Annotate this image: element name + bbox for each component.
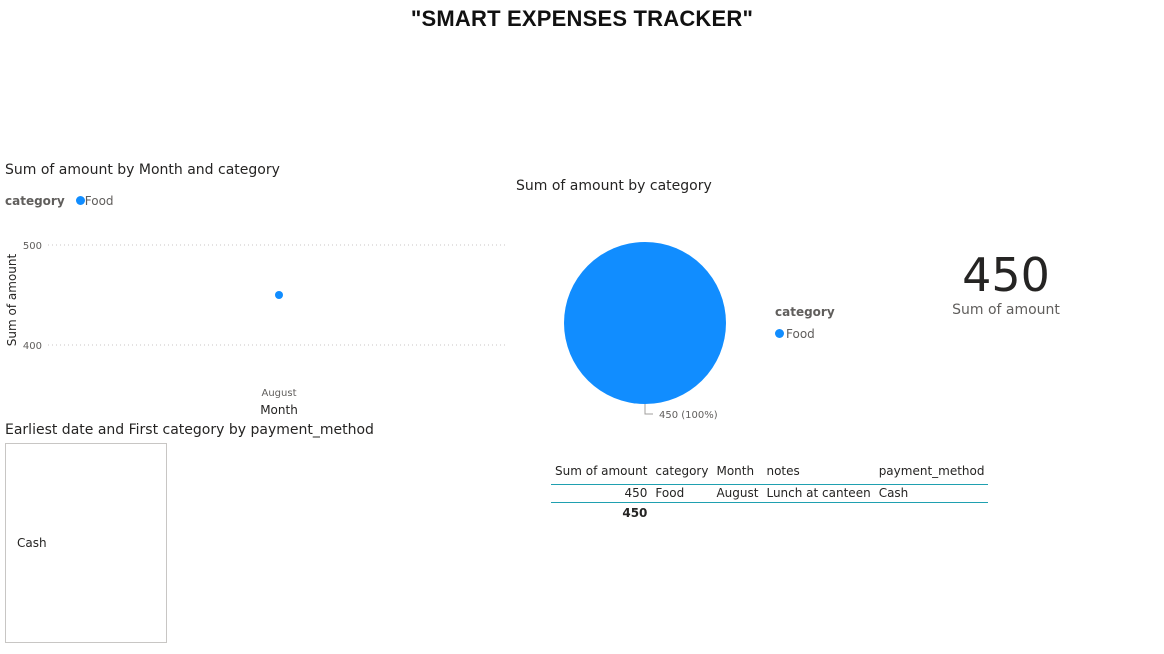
table-cell: [762, 502, 874, 524]
column-header[interactable]: Sum of amount: [555, 464, 648, 479]
table-cell: [712, 502, 762, 524]
column-header[interactable]: payment_method: [878, 464, 985, 479]
line-chart-title: Sum of amount by Month and category: [5, 162, 280, 178]
pie-data-label: 450 (100%): [659, 410, 718, 421]
slicer-item-cash[interactable]: Cash: [17, 536, 47, 550]
data-point-food-august[interactable]: [275, 291, 283, 299]
table-cell: 450: [624, 486, 648, 500]
x-tick-label: August: [262, 388, 297, 399]
table-cell: Lunch at canteen: [766, 486, 871, 500]
slicer-title: Earliest date and First category by paym…: [5, 422, 374, 438]
legend-dot-icon: [775, 329, 784, 338]
table-cell: August: [716, 486, 759, 500]
card-label: Sum of amount: [952, 302, 1060, 318]
pie-legend[interactable]: category Food: [775, 305, 835, 342]
column-header[interactable]: Month: [716, 464, 755, 479]
pie-slice-food[interactable]: [564, 242, 726, 404]
card-value: 450: [962, 248, 1050, 302]
y-tick-label: 500: [23, 241, 42, 252]
table-header-row: Sum of amount category Month notes payme…: [551, 459, 989, 484]
table-row[interactable]: 450 Food August Lunch at canteen Cash: [551, 484, 989, 502]
table-cell: [875, 502, 989, 524]
legend-dot-icon: [75, 196, 85, 205]
payment-method-box[interactable]: Cash: [5, 443, 167, 643]
line-chart-plot[interactable]: Sum of amount 500 400 August Month: [0, 235, 510, 425]
table-cell: Cash: [878, 486, 909, 500]
pie-leader-line: [644, 404, 653, 415]
legend-item-food[interactable]: Food: [84, 194, 114, 208]
y-tick-label: 400: [23, 341, 42, 352]
table-cell: [651, 502, 712, 524]
report-title: "SMART EXPENSES TRACKER": [410, 6, 754, 31]
pie-chart-plot[interactable]: 450 (100%): [540, 230, 760, 430]
x-axis-label: Month: [260, 403, 298, 417]
table-total: 450: [622, 506, 648, 521]
kpi-card[interactable]: 450 Sum of amount: [930, 248, 1082, 318]
column-header[interactable]: notes: [766, 464, 800, 479]
table-total-row: 450: [551, 502, 988, 524]
y-axis-label: Sum of amount: [5, 254, 19, 347]
line-chart-legend[interactable]: category Food: [5, 190, 114, 209]
column-header[interactable]: category: [655, 464, 709, 479]
legend-item-food[interactable]: Food: [786, 327, 815, 341]
table-cell: Food: [655, 486, 685, 500]
data-table[interactable]: Sum of amount category Month notes payme…: [551, 459, 989, 524]
legend-title: category: [5, 194, 65, 208]
legend-title: category: [775, 305, 835, 319]
pie-chart-title: Sum of amount by category: [516, 178, 712, 194]
